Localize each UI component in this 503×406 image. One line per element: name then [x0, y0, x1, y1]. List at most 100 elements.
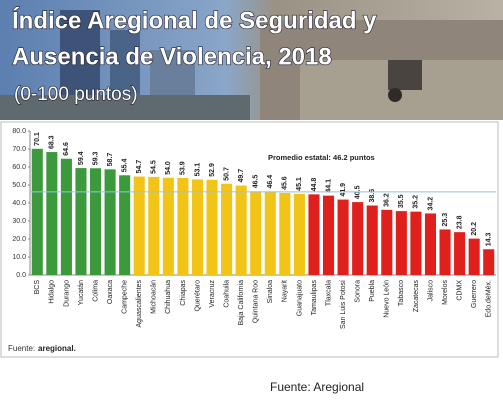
x-tick-label: Tlaxcala — [325, 280, 332, 306]
x-tick-label: Querétaro — [194, 280, 201, 312]
x-tick-label: Sonora — [355, 280, 362, 303]
value-label: 54.5 — [151, 160, 158, 174]
title: Ausencia de Violencia, 2018 — [12, 43, 332, 70]
bar — [352, 202, 364, 275]
value-label: 45.1 — [296, 177, 303, 191]
bar — [133, 176, 145, 275]
x-tick-label: Puebla — [369, 280, 376, 302]
x-tick-label: Zacatecas — [413, 280, 420, 313]
bar — [119, 175, 131, 275]
bar — [395, 211, 407, 275]
x-tick-label: Chiapas — [180, 280, 187, 306]
y-tick-label: 30.0 — [12, 218, 26, 225]
bar — [279, 192, 291, 275]
x-tick-label: Coahuila — [223, 280, 230, 308]
average-label: Promedio estatal: 46.2 puntos — [268, 153, 375, 162]
bar — [424, 213, 437, 275]
value-label: 34.2 — [427, 197, 434, 211]
bar — [46, 152, 58, 275]
x-tick-label: Edo.deMéx. — [486, 280, 493, 317]
x-tick-label: BCS — [34, 280, 41, 295]
value-label: 50.7 — [223, 167, 230, 181]
x-tick-label: CDMX — [456, 280, 463, 301]
value-label: 25.3 — [442, 213, 449, 227]
x-tick-label: Guanajuato — [296, 280, 303, 316]
y-tick-label: 0.0 — [16, 272, 26, 279]
value-label: 53.1 — [194, 163, 201, 177]
bar — [468, 238, 480, 275]
value-label: 46.5 — [253, 175, 260, 189]
value-label: 59.4 — [78, 151, 85, 165]
bar — [206, 179, 218, 275]
value-label: 14.3 — [486, 233, 493, 247]
bar — [381, 209, 393, 275]
value-label: 38.6 — [369, 189, 376, 203]
y-tick-label: 10.0 — [12, 254, 26, 261]
value-label: 49.7 — [238, 169, 245, 183]
value-label: 54.7 — [136, 160, 143, 174]
value-label: 52.9 — [209, 163, 216, 177]
value-label: 23.8 — [456, 215, 463, 229]
bar — [31, 148, 43, 275]
y-tick-label: 70.0 — [12, 146, 26, 153]
x-tick-label: Nuevo León — [384, 280, 391, 318]
bar — [454, 232, 466, 275]
value-label: 45.6 — [282, 176, 289, 190]
y-tick-label: 50.0 — [12, 182, 26, 189]
value-label: 68.3 — [49, 135, 56, 149]
value-label: 36.2 — [384, 193, 391, 207]
bar — [60, 158, 72, 275]
value-label: 53.9 — [180, 161, 187, 175]
x-tick-label: Veracruz — [209, 280, 216, 308]
value-label: 20.2 — [471, 222, 478, 236]
bar — [337, 199, 349, 275]
bar — [221, 183, 233, 275]
value-label: 35.2 — [413, 195, 420, 209]
value-label: 44.1 — [325, 179, 332, 193]
x-tick-label: Tamaulipas — [311, 280, 318, 316]
value-label: 41.9 — [340, 183, 347, 197]
x-tick-label: Tabasco — [398, 280, 405, 306]
x-tick-label: Durango — [63, 280, 70, 307]
x-tick-label: Jalisco — [427, 280, 434, 302]
value-label: 59.3 — [92, 152, 99, 166]
x-tick-label: Hidalgo — [49, 280, 56, 304]
source: Fuente: — [8, 344, 35, 353]
y-tick-label: 20.0 — [12, 236, 26, 243]
subtitle: (0-100 puntos) — [14, 84, 138, 105]
bar — [322, 195, 335, 275]
bar — [439, 229, 451, 275]
bar — [235, 185, 247, 275]
x-tick-label: Yucatán — [78, 280, 85, 305]
chart: 0.0 10.0 20.0 30.0 40.0 50.0 60.0 70.0 80.0 BCS 70… — [8, 128, 496, 353]
bar — [264, 191, 276, 275]
title: Índice Aregional de Seguridad y — [12, 6, 377, 34]
x-tick-label: Colima — [92, 280, 99, 302]
source-brand: aregional. — [38, 344, 76, 353]
bar — [366, 205, 378, 275]
bar — [191, 179, 204, 275]
value-label: 44.8 — [311, 178, 318, 192]
x-tick-label: Guerrero — [471, 280, 478, 308]
caption: Fuente: Aregional — [270, 380, 364, 394]
bar — [483, 249, 495, 275]
bar — [75, 168, 87, 275]
x-tick-label: Campeche — [122, 280, 129, 314]
value-label: 35.5 — [398, 194, 405, 208]
bar — [410, 211, 422, 275]
banner — [0, 0, 503, 120]
x-tick-label: Quintana Roo — [253, 280, 260, 323]
y-tick-label: 80.0 — [12, 128, 26, 135]
value-label: 46.4 — [267, 175, 274, 189]
x-tick-label: San Luis Potosí — [340, 280, 347, 329]
x-tick-label: Michoacán — [151, 280, 158, 314]
bar — [148, 176, 160, 275]
value-label: 58.7 — [107, 153, 114, 167]
bar — [89, 168, 102, 275]
x-tick-label: Sinaloa — [267, 280, 274, 303]
value-label: 55.4 — [122, 159, 129, 173]
value-label: 54.0 — [165, 161, 172, 175]
value-label: 70.1 — [34, 132, 41, 146]
y-tick-label: 40.0 — [12, 200, 26, 207]
